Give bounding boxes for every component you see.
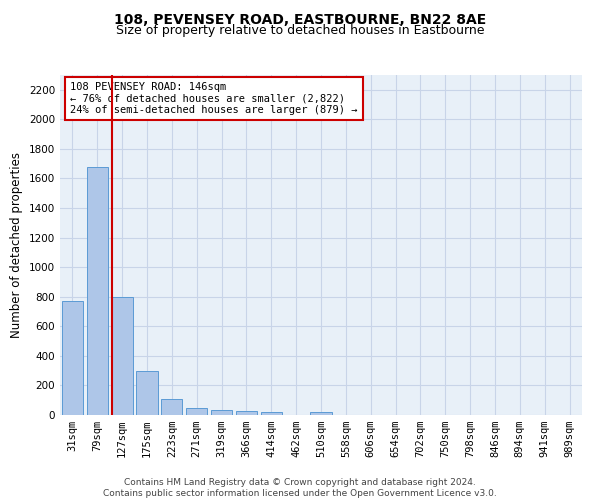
Text: 108, PEVENSEY ROAD, EASTBOURNE, BN22 8AE: 108, PEVENSEY ROAD, EASTBOURNE, BN22 8AE	[114, 12, 486, 26]
Bar	[136, 370, 158, 415]
Text: Contains HM Land Registry data © Crown copyright and database right 2024.
Contai: Contains HM Land Registry data © Crown c…	[103, 478, 497, 498]
Bar	[310, 412, 332, 415]
Text: Size of property relative to detached houses in Eastbourne: Size of property relative to detached ho…	[116, 24, 484, 37]
Bar	[211, 410, 232, 415]
Bar	[87, 166, 108, 415]
Bar	[112, 298, 133, 415]
Bar	[186, 408, 207, 415]
Text: 108 PEVENSEY ROAD: 146sqm
← 76% of detached houses are smaller (2,822)
24% of se: 108 PEVENSEY ROAD: 146sqm ← 76% of detac…	[70, 82, 358, 115]
Bar	[236, 411, 257, 415]
Bar	[261, 412, 282, 415]
Y-axis label: Number of detached properties: Number of detached properties	[10, 152, 23, 338]
Bar	[161, 398, 182, 415]
Bar	[62, 301, 83, 415]
